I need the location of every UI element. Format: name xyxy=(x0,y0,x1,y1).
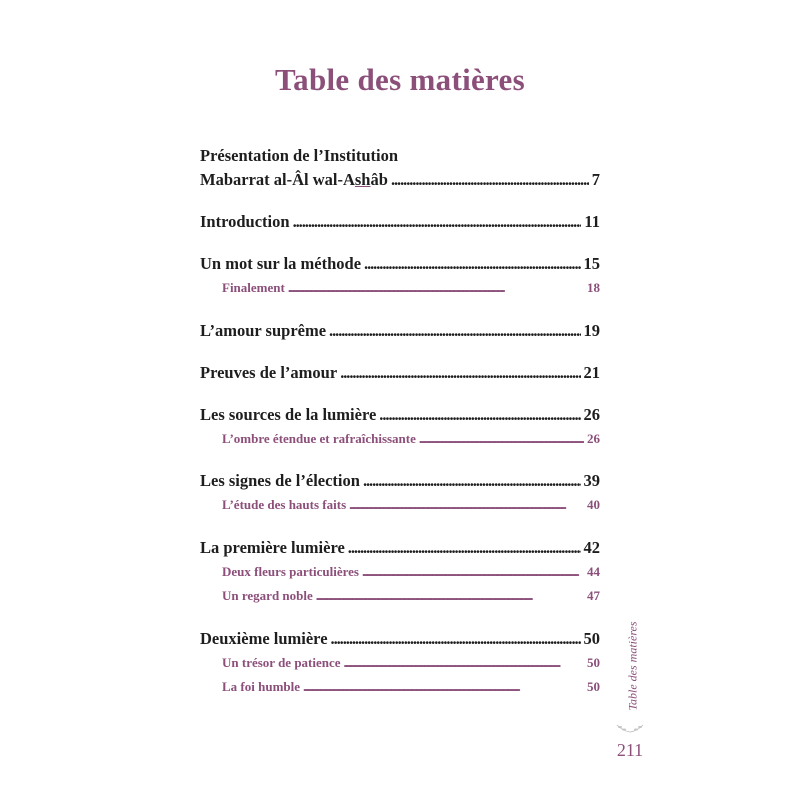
leader-dots xyxy=(364,251,580,276)
toc-page-number: 40 xyxy=(587,497,600,512)
leader-dots xyxy=(288,276,584,301)
toc-subentry: La foi humble 50 xyxy=(200,675,600,700)
toc-subentry: Un trésor de patience 50 xyxy=(200,651,600,676)
toc-entry-label: Introduction xyxy=(200,212,290,231)
toc-subentry: Deux fleurs particulières 44 xyxy=(200,560,600,585)
toc-subentry-label: Un trésor de patience xyxy=(222,654,341,670)
toc-entry-label: Les sources de la lumière xyxy=(200,404,377,424)
toc-page-number: 11 xyxy=(584,212,600,231)
toc-section: La première lumière 42 Deux fleurs particu… xyxy=(200,535,600,609)
toc-page-number: 50 xyxy=(583,628,601,648)
running-head: Table des matières xyxy=(625,621,640,711)
label-part: âb xyxy=(370,170,388,189)
toc-page-number: 50 xyxy=(587,654,600,670)
leader-dots xyxy=(303,675,584,700)
toc-section: Présentation de l’Institution Mabarrat al… xyxy=(200,145,600,192)
table-of-contents: Présentation de l’Institution Mabarrat al… xyxy=(200,145,600,717)
toc-entry: Mabarrat al-Âl wal-Ashâb 7 xyxy=(200,167,600,192)
toc-page-number: 50 xyxy=(587,679,600,694)
toc-entry: Preuves de l’amour 21 xyxy=(200,360,600,385)
toc-entry: La première lumière 42 xyxy=(200,535,600,560)
toc-page-number: 44 xyxy=(587,563,600,579)
leader-dots xyxy=(362,560,584,585)
toc-subentry-label: La foi humble xyxy=(222,679,301,694)
toc-section: Un mot sur la méthode 15 Finalement 18 xyxy=(200,251,600,301)
toc-entry-label: Un mot sur la méthode xyxy=(200,254,362,273)
toc-subentry-label: Finalement xyxy=(222,280,285,295)
leader-dots xyxy=(348,535,581,560)
toc-subentry-label: L’étude des hauts faits xyxy=(222,497,347,512)
leader-dots xyxy=(379,402,580,427)
leader-dots xyxy=(391,167,589,192)
toc-page-number: 26 xyxy=(587,430,600,446)
toc-subentry: Un regard noble 47 xyxy=(200,584,600,609)
toc-subentry: L’ombre étendue et rafraîchissante 26 xyxy=(200,427,600,452)
toc-entry-label: Preuves de l’amour xyxy=(200,362,338,382)
toc-section: Introduction 11 xyxy=(200,209,600,234)
toc-subentry-label: L’ombre étendue et rafraîchissante xyxy=(222,430,416,446)
toc-entry: Les sources de la lumière 26 xyxy=(200,402,600,427)
label-part: Mabarrat al-Âl wal-A xyxy=(200,170,355,189)
toc-page-number: 19 xyxy=(583,320,601,340)
toc-entry: Deuxième lumière 50 xyxy=(200,626,600,651)
toc-entry-label: Deuxième lumière xyxy=(200,628,328,648)
toc-page-number: 42 xyxy=(583,537,601,557)
leader-dots xyxy=(293,209,582,234)
leader-dots xyxy=(349,493,584,518)
toc-page-number: 15 xyxy=(583,254,601,273)
toc-entry-label: Mabarrat al-Âl wal-Ashâb xyxy=(200,167,388,192)
toc-page-number: 47 xyxy=(587,588,600,603)
toc-section: Deuxième lumière 50 Un trésor de patience 5… xyxy=(200,626,600,700)
toc-page-number: 26 xyxy=(583,404,601,424)
toc-page-number: 39 xyxy=(583,471,601,490)
label-part: sh xyxy=(354,170,371,189)
leader-dots xyxy=(344,651,584,676)
toc-entry: Un mot sur la méthode 15 xyxy=(200,251,600,276)
toc-entry: L’amour suprême 19 xyxy=(200,318,600,343)
toc-subentry-label: Deux fleurs particulières xyxy=(222,563,359,579)
page-number: 211 xyxy=(616,740,644,760)
toc-page-number: 18 xyxy=(587,280,600,295)
toc-section: Les sources de la lumière26L’ombre étend… xyxy=(200,402,600,452)
toc-entry-label-line1: Présentation de l’Institution xyxy=(200,146,398,165)
page-title: Table des matières xyxy=(275,62,525,97)
leader-dots xyxy=(331,626,581,651)
toc-entry-label: L’amour suprême xyxy=(200,320,327,340)
toc-page-number: 7 xyxy=(591,170,600,189)
leader-dots xyxy=(340,360,580,385)
toc-subentry-label: Un regard noble xyxy=(222,588,313,603)
leader-dots xyxy=(316,584,584,609)
leader-dots xyxy=(363,468,581,493)
leader-dots xyxy=(329,318,580,343)
toc-entry: Les signes de l’élection 39 xyxy=(200,468,600,493)
toc-page-number: 21 xyxy=(583,362,601,382)
leader-dots xyxy=(419,427,584,452)
toc-section: Preuves de l’amour 21 xyxy=(200,360,600,385)
toc-section: L’amour suprême 19 xyxy=(200,318,600,343)
toc-entry: Introduction 11 xyxy=(200,209,600,234)
toc-entry-label: La première lumière xyxy=(200,537,345,557)
toc-subentry: Finalement 18 xyxy=(200,276,600,301)
toc-section: Les signes de l’élection 39 L’étude des ha… xyxy=(200,468,600,518)
toc-subentry: L’étude des hauts faits 40 xyxy=(200,493,600,518)
laurel-ornament-icon xyxy=(616,724,644,733)
toc-entry-label: Les signes de l’élection xyxy=(200,471,360,490)
